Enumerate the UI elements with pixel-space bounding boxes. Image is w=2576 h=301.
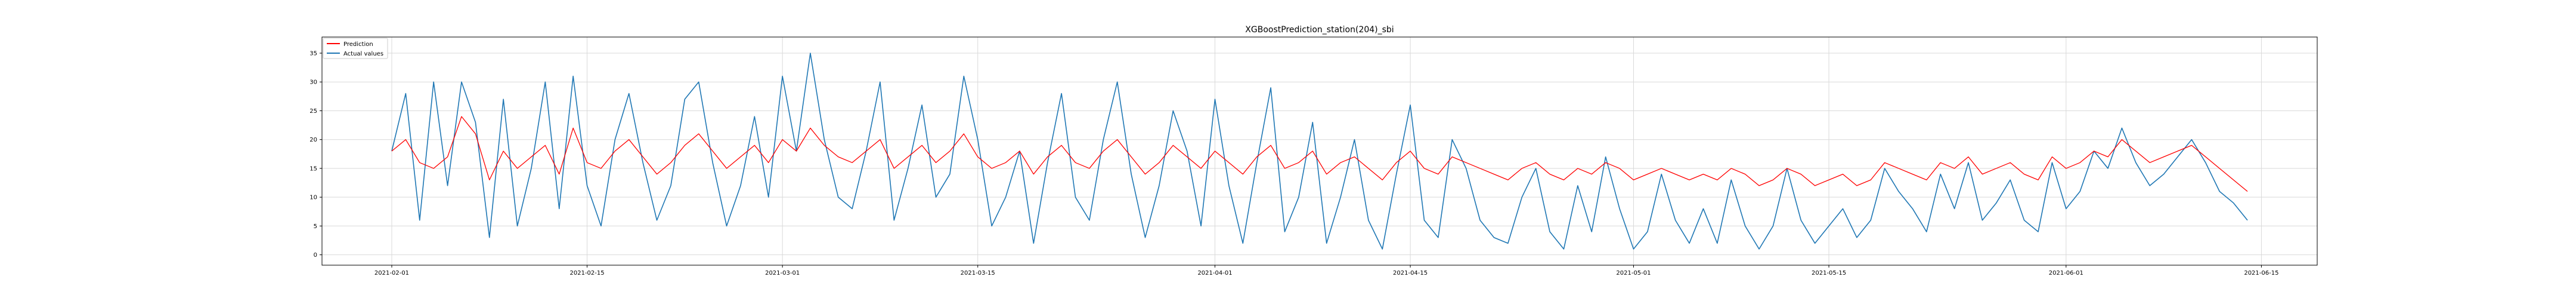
series-line-actual-values: [391, 53, 2248, 250]
y-tick-label: 15: [309, 165, 317, 172]
x-tick-label: 2021-05-01: [1616, 270, 1651, 277]
x-tick-label: 2021-04-15: [1393, 270, 1428, 277]
y-tick-label: 30: [309, 79, 317, 86]
y-tick-label: 35: [309, 51, 317, 57]
series-layer: [391, 53, 2248, 250]
legend-label-actual-values: Actual values: [343, 51, 383, 57]
y-tick-label: 5: [314, 223, 317, 230]
series-line-prediction: [391, 116, 2248, 192]
y-tick-label: 20: [309, 137, 317, 143]
x-tick-label: 2021-04-01: [1197, 270, 1232, 277]
y-tick-label: 25: [309, 108, 317, 115]
x-tick-label: 2021-06-01: [2049, 270, 2083, 277]
plot-area-frame: [321, 36, 2318, 266]
y-tick-label: 0: [314, 252, 317, 259]
legend-label-prediction: Prediction: [343, 41, 373, 48]
x-tick-label: 2021-03-15: [961, 270, 995, 277]
legend: Prediction Actual values: [323, 38, 388, 59]
x-tick-label: 2021-06-15: [2244, 270, 2278, 277]
chart-title: XGBoostPrediction_station(204)_sbi: [1245, 25, 1394, 35]
axes-ticks: 2021-02-01 2021-02-15 2021-03-01 2021-03-15…: [309, 51, 2278, 277]
x-tick-label: 2021-05-15: [1812, 270, 1846, 277]
x-tick-label: 2021-03-01: [765, 270, 800, 277]
y-tick-label: 10: [309, 195, 317, 201]
grid: [322, 37, 2317, 265]
x-tick-label: 2021-02-15: [570, 270, 605, 277]
x-tick-label: 2021-02-01: [374, 270, 409, 277]
